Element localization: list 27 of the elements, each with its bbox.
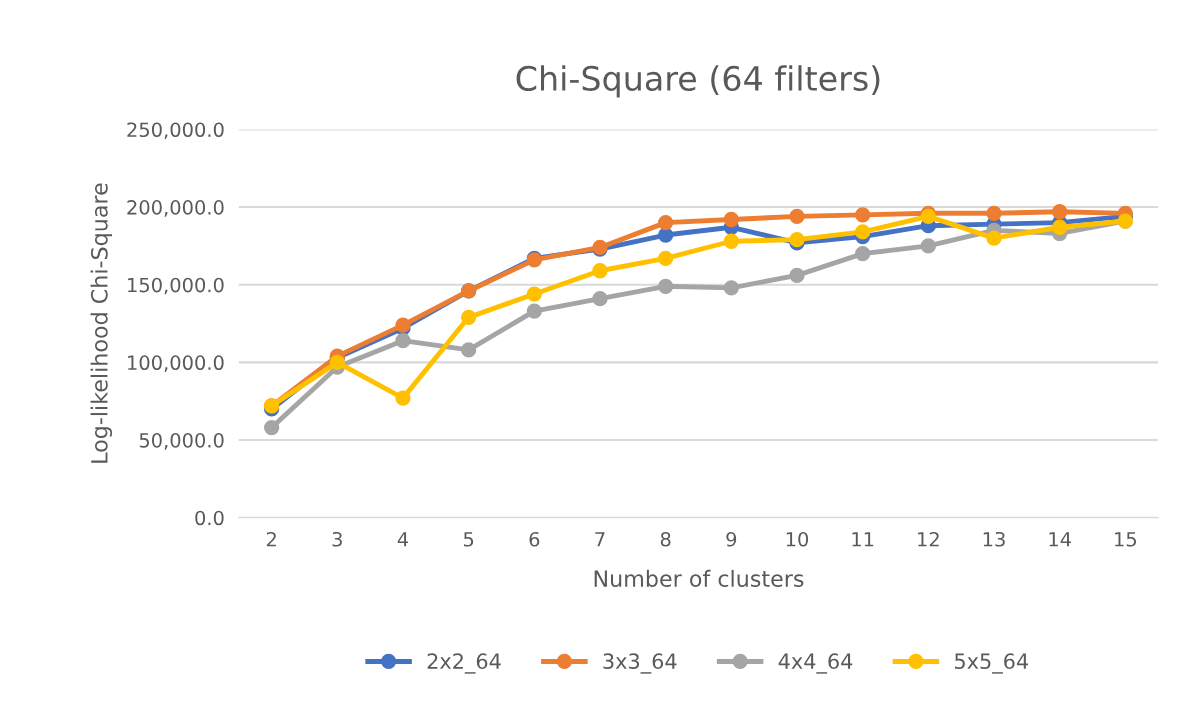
x-tick-label: 5 [463, 532, 474, 547]
x-tick-label: 4 [397, 532, 409, 547]
x-tick-label: 10 [786, 531, 809, 547]
x-tick-label: 12 [918, 531, 939, 547]
y-tick-label: 0.0 [195, 510, 224, 526]
x-tick-label: 15 [1115, 532, 1137, 547]
x-tick-label: 2 [266, 531, 276, 547]
legend-label: 3x3_64 [603, 653, 677, 674]
y-tick-label: 150,000.0 [128, 277, 224, 295]
x-tick-label: 8 [660, 531, 671, 547]
x-tick-label: 14 [1049, 532, 1071, 547]
y-tick-label: 250,000.0 [127, 122, 224, 140]
y-axis-title: Log-likelihood Chi-Square [90, 183, 113, 463]
x-tick-label: 13 [983, 531, 1005, 547]
legend-label: 5x5_64 [955, 653, 1029, 674]
y-tick-label: 50,000.0 [139, 432, 224, 450]
x-tick-label: 11 [852, 532, 874, 547]
x-tick-label: 9 [726, 531, 737, 547]
x-axis-title: Number of clusters [594, 569, 804, 588]
x-tick-label: 7 [595, 532, 605, 547]
legend-label: 4x4_64 [778, 653, 853, 674]
y-tick-label: 100,000.0 [128, 355, 224, 373]
x-tick-label: 3 [332, 531, 342, 547]
chart-title: Chi-Square (64 filters) [516, 65, 880, 98]
x-tick-label: 6 [529, 531, 540, 547]
y-tick-label: 200,000.0 [127, 200, 224, 217]
legend-label: 2x2_64 [427, 653, 501, 674]
